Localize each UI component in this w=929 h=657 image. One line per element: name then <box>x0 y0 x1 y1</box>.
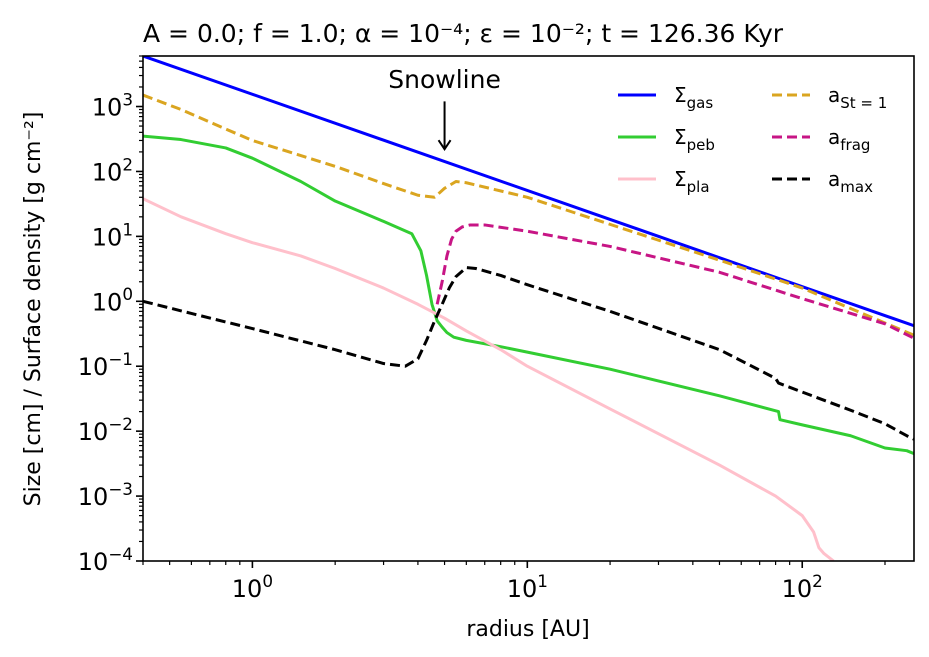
y-tick-label: 10−4 <box>78 544 133 576</box>
legend-label: afrag <box>828 125 870 154</box>
x-axis-label: radius [AU] <box>466 617 589 642</box>
legend-label-base: Σ <box>674 125 687 149</box>
y-tick-label-exponent: 2 <box>122 154 133 174</box>
legend-label-base: a <box>828 83 840 107</box>
y-tick-label-mantissa: 10 <box>92 158 123 186</box>
plot-frame <box>142 55 915 562</box>
x-tick-label-exponent: 1 <box>537 571 548 591</box>
legend-label-subscript: frag <box>840 136 870 154</box>
series-line-St1 <box>143 93 914 337</box>
series-line-pla <box>143 197 835 561</box>
series-line-max <box>143 266 914 441</box>
legend-label-subscript: gas <box>687 94 714 112</box>
series-line-gas <box>143 56 914 328</box>
x-tick-label-mantissa: 10 <box>507 575 538 603</box>
series-line-frag <box>435 223 914 340</box>
legend-label-subscript: pla <box>687 178 710 196</box>
y-tick-label-mantissa: 10 <box>78 483 109 511</box>
x-tick-label-mantissa: 10 <box>232 575 263 603</box>
series-layer <box>143 56 914 561</box>
legend-label: Σgas <box>674 83 713 112</box>
y-tick-label-mantissa: 10 <box>92 223 123 251</box>
x-tick-label: 101 <box>507 571 548 603</box>
y-tick-label-exponent: −2 <box>108 414 133 434</box>
legend-label-subscript: max <box>840 178 873 196</box>
y-tick-label: 101 <box>92 219 133 251</box>
y-tick-label-exponent: −4 <box>108 544 133 564</box>
legend-label: Σpla <box>674 167 710 196</box>
y-tick-label-mantissa: 10 <box>92 94 123 122</box>
x-tick-label-mantissa: 10 <box>782 575 813 603</box>
y-tick-label-mantissa: 10 <box>78 353 109 381</box>
legend-label: aSt = 1 <box>828 83 887 112</box>
legend-label-base: Σ <box>674 83 687 107</box>
snowline-annotation: Snowline <box>388 65 501 152</box>
y-tick-label-exponent: 1 <box>122 219 133 239</box>
y-tick-label-mantissa: 10 <box>92 288 123 316</box>
y-tick-label: 10−1 <box>78 349 133 381</box>
legend-label-base: a <box>828 125 840 149</box>
legend-label-base: a <box>828 167 840 191</box>
snowline-label: Snowline <box>388 65 501 94</box>
legend-label-subscript: peb <box>687 136 715 154</box>
y-tick-label-exponent: 0 <box>122 284 133 304</box>
x-axis-ticks: 100 101 102 <box>232 561 823 603</box>
y-tick-label-exponent: −3 <box>108 479 133 499</box>
y-tick-label: 10−2 <box>78 414 133 446</box>
legend-label-base: Σ <box>674 167 687 191</box>
x-tick-label: 102 <box>782 571 823 603</box>
y-tick-label: 103 <box>92 89 133 121</box>
x-tick-label: 100 <box>232 571 273 603</box>
y-tick-label-exponent: −1 <box>108 349 133 369</box>
y-axis-label: Size [cm] / Surface density [g cm⁻²] <box>21 112 46 507</box>
y-tick-label-exponent: 3 <box>122 89 133 109</box>
y-tick-label: 100 <box>92 284 133 316</box>
legend-label: amax <box>828 167 873 196</box>
snowline-arrowhead <box>437 139 452 152</box>
y-tick-label-mantissa: 10 <box>78 418 109 446</box>
y-tick-label-mantissa: 10 <box>78 548 109 576</box>
chart-title: A = 0.0; f = 1.0; α = 10⁻⁴; ε = 10⁻²; t … <box>143 19 784 48</box>
legend-label: Σpeb <box>674 125 715 154</box>
y-tick-label: 10−3 <box>78 479 133 511</box>
y-tick-label: 102 <box>92 154 133 186</box>
legend-label-subscript: St = 1 <box>840 94 887 112</box>
x-tick-label-exponent: 2 <box>812 571 823 591</box>
series-line-peb <box>143 134 914 456</box>
x-tick-label-exponent: 0 <box>262 571 273 591</box>
